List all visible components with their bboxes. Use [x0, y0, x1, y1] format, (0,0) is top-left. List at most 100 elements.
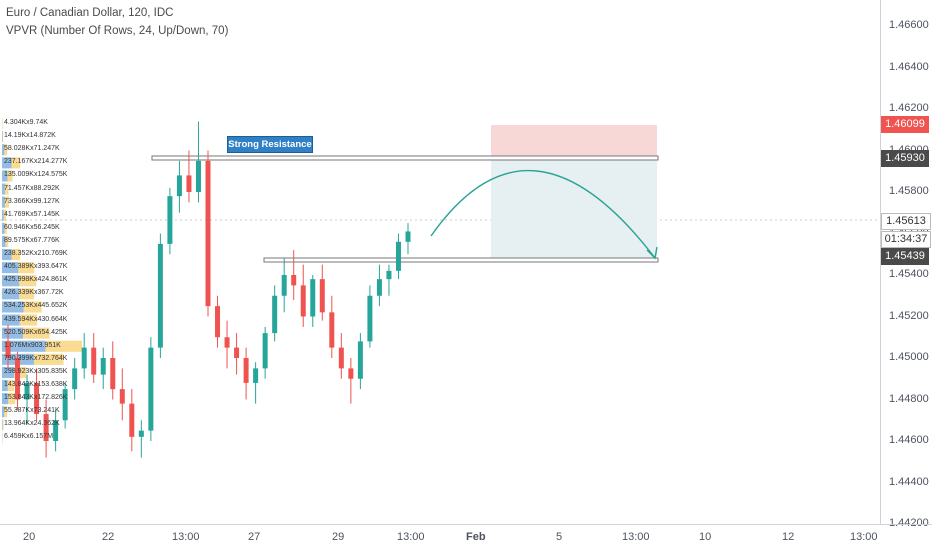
- time-axis[interactable]: 20 22 13:00 27 29 13:00 Feb 5 13:00 10 12 13:00: [0, 524, 932, 551]
- price-tick-label: 1.45800: [889, 185, 929, 197]
- candle-up: [263, 333, 268, 368]
- time-tick-label: 29: [332, 531, 344, 543]
- candle-down: [339, 348, 344, 369]
- volume-row-label: 73.366Kx99.127K: [4, 198, 60, 205]
- candle-up: [196, 161, 201, 192]
- time-tick-label: 13:00: [850, 531, 878, 543]
- candle-up: [367, 296, 372, 342]
- candle-down: [225, 337, 230, 347]
- volume-bar-up: [2, 131, 3, 142]
- time-tick-label: 13:00: [622, 531, 650, 543]
- candle-up: [82, 348, 87, 369]
- time-tick-label: 5: [556, 531, 562, 543]
- volume-row-label: 520.509Kx654.425K: [4, 329, 67, 336]
- volume-row-label: 6.459Kx6.157M: [4, 433, 53, 440]
- price-tick-label: 1.45200: [889, 310, 929, 322]
- time-tick-label: 27: [248, 531, 260, 543]
- candle-up: [148, 348, 153, 431]
- resistance-band[interactable]: [152, 156, 658, 160]
- time-tick-label: 13:00: [397, 531, 425, 543]
- symbol-legend[interactable]: Euro / Canadian Dollar, 120, IDC: [6, 7, 173, 19]
- risk-zone: [491, 125, 657, 158]
- candle-up: [406, 231, 411, 241]
- price-tick-label: 1.46400: [889, 61, 929, 73]
- candle-up: [177, 175, 182, 196]
- support-price-tag: 1.45439: [881, 248, 929, 265]
- candle-up: [358, 341, 363, 378]
- volume-row-label: 143.842Kx153.638K: [4, 381, 67, 388]
- volume-row-label: 405.389Kx393.647K: [4, 263, 67, 270]
- indicator-legend[interactable]: VPVR (Number Of Rows, 24, Up/Down, 70): [6, 25, 228, 37]
- candle-up: [167, 196, 172, 244]
- candle-down: [234, 348, 239, 358]
- volume-row-label: 298.923Kx305.835K: [4, 368, 67, 375]
- volume-bar-up: [2, 419, 3, 430]
- volume-row-label: 71.457Kx88.292K: [4, 185, 60, 192]
- candle-down: [129, 404, 134, 437]
- volume-row-label: 14.19Kx14.872K: [4, 132, 56, 139]
- time-tick-label: 10: [699, 531, 711, 543]
- last-price-tag: 1.45613: [881, 213, 931, 230]
- candle-up: [272, 296, 277, 333]
- support-band[interactable]: [264, 258, 658, 262]
- volume-row-label: 426.339Kx367.72K: [4, 289, 64, 296]
- target-price-tag: 1.46099: [881, 116, 929, 133]
- candle-up: [253, 368, 258, 383]
- candle-up: [396, 242, 401, 271]
- candle-down: [329, 312, 334, 347]
- candle-up: [377, 279, 382, 296]
- price-tick-label: 1.44600: [889, 434, 929, 446]
- candle-up: [282, 275, 287, 296]
- candle-up: [101, 358, 106, 375]
- candle-up: [386, 271, 391, 279]
- candle-down: [91, 348, 96, 375]
- volume-row-label: 237.167Kx214.277K: [4, 158, 67, 165]
- candle-down: [301, 285, 306, 316]
- candle-down: [215, 306, 220, 337]
- candle-up: [72, 368, 77, 389]
- price-tick-label: 1.46200: [889, 102, 929, 114]
- price-tick-label: 1.44400: [889, 476, 929, 488]
- candle-down: [244, 358, 249, 383]
- candle-up: [158, 244, 163, 348]
- volume-row-label: 58.028Kx71.247K: [4, 145, 60, 152]
- bar-countdown: 01:34:37: [881, 231, 931, 248]
- volume-row-label: 89.575Kx67.776K: [4, 237, 60, 244]
- reward-zone: [491, 158, 657, 259]
- price-tick-label: 1.46600: [889, 19, 929, 31]
- time-tick-label: Feb: [466, 531, 486, 543]
- price-tick-label: 1.45000: [889, 351, 929, 363]
- volume-row-label: 790.399Kx732.764K: [4, 355, 67, 362]
- volume-row-label: 13.964Kx24.362K: [4, 420, 60, 427]
- volume-row-label: 1.076Mx903.951K: [4, 342, 61, 349]
- time-tick-label: 22: [102, 531, 114, 543]
- volume-row-label: 238.352Kx210.769K: [4, 250, 67, 257]
- price-tick-label: 1.44800: [889, 393, 929, 405]
- volume-row-label: 439.594Kx430.664K: [4, 316, 67, 323]
- volume-row-label: 55.387Kx73.241K: [4, 407, 60, 414]
- resistance-label[interactable]: Strong Resistance: [227, 136, 313, 153]
- candle-down: [110, 358, 115, 389]
- volume-row-label: 425.998Kx424.861K: [4, 276, 67, 283]
- volume-row-label: 60.946Kx56.245K: [4, 224, 60, 231]
- time-tick-label: 20: [23, 531, 35, 543]
- volume-row-label: 41.769Kx57.145K: [4, 211, 60, 218]
- candle-down: [120, 389, 125, 404]
- candle-down: [320, 279, 325, 312]
- candle-down: [206, 161, 211, 306]
- volume-row-label: 4.304Kx9.74K: [4, 119, 48, 126]
- candle-up: [139, 431, 144, 437]
- volume-row-label: 534.253Kx445.652K: [4, 302, 67, 309]
- volume-row-label: 153.843Kx172.826K: [4, 394, 67, 401]
- volume-row-label: 135.009Kx124.575K: [4, 171, 67, 178]
- price-tick-label: 1.45400: [889, 268, 929, 280]
- candle-up: [310, 279, 315, 316]
- candle-down: [186, 175, 191, 192]
- candle-down: [291, 275, 296, 285]
- resistance-price-tag: 1.45930: [881, 150, 929, 167]
- candle-down: [348, 368, 353, 378]
- time-tick-label: 13:00: [172, 531, 200, 543]
- time-tick-label: 12: [782, 531, 794, 543]
- chart-canvas[interactable]: [0, 0, 880, 524]
